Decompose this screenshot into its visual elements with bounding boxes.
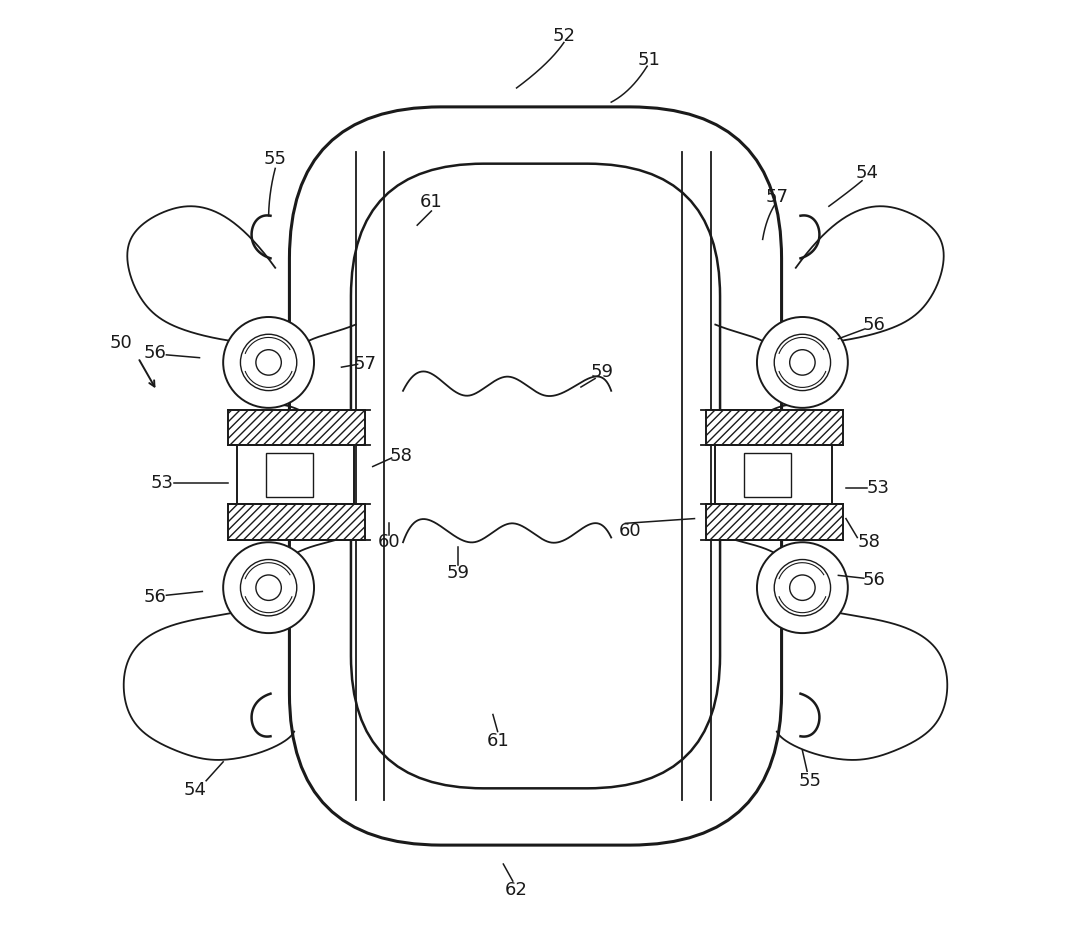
Text: 57: 57: [353, 355, 377, 373]
Circle shape: [223, 543, 314, 633]
Text: 56: 56: [863, 571, 886, 589]
Bar: [706, 505, 843, 541]
Text: 61: 61: [420, 192, 442, 210]
Circle shape: [757, 543, 848, 633]
Text: 58: 58: [390, 447, 412, 466]
Circle shape: [223, 317, 314, 407]
Text: 58: 58: [857, 533, 880, 551]
Circle shape: [757, 317, 848, 407]
Text: 54: 54: [856, 164, 878, 182]
Text: 56: 56: [144, 344, 166, 362]
Text: 60: 60: [377, 533, 401, 551]
Text: 54: 54: [183, 782, 207, 800]
Text: 62: 62: [506, 881, 528, 899]
Bar: [228, 409, 365, 445]
Bar: [238, 445, 353, 505]
Text: 52: 52: [553, 27, 575, 45]
Bar: [715, 445, 832, 505]
Bar: [706, 409, 843, 445]
Text: 59: 59: [590, 363, 614, 381]
Bar: [267, 452, 313, 497]
Text: 53: 53: [866, 479, 890, 497]
Text: 55: 55: [799, 772, 821, 790]
Text: 60: 60: [619, 522, 642, 540]
Text: 56: 56: [144, 588, 166, 606]
Text: 53: 53: [150, 474, 174, 491]
Bar: [744, 452, 791, 497]
Bar: [228, 505, 365, 541]
Text: 51: 51: [637, 50, 661, 69]
Text: 57: 57: [766, 188, 788, 206]
Text: 50: 50: [109, 334, 133, 352]
Text: 56: 56: [863, 315, 886, 333]
Text: 55: 55: [263, 150, 287, 168]
Text: 59: 59: [447, 564, 469, 582]
Text: 61: 61: [486, 732, 509, 750]
